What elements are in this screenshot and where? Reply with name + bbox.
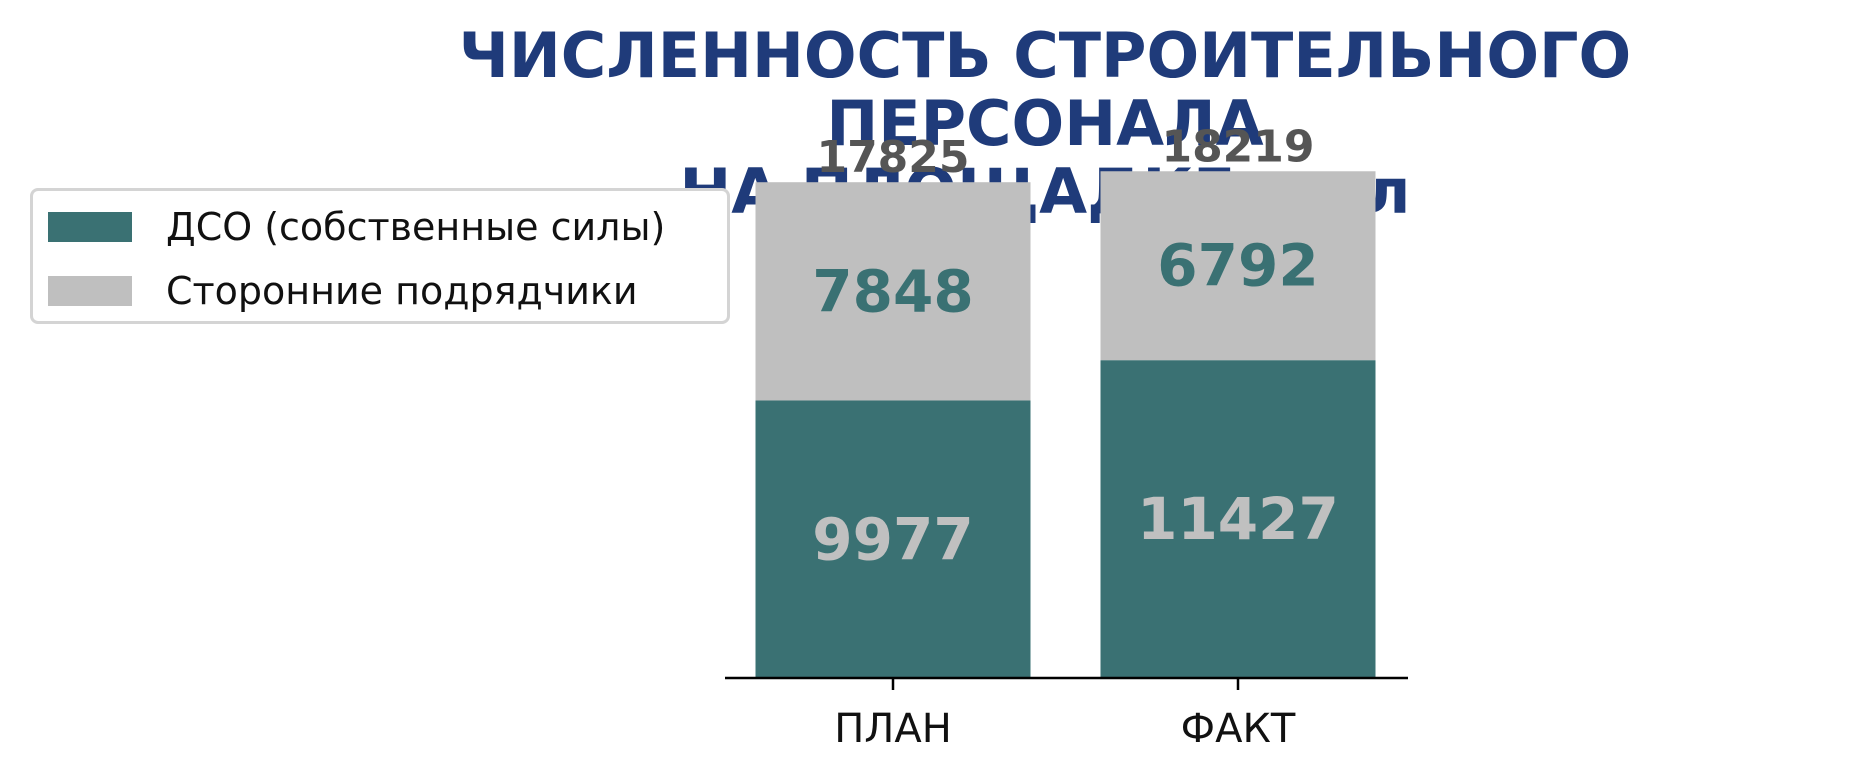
legend-item-contractors: Сторонние подрядчики — [48, 269, 638, 313]
data-label-cat1-series0: 11427 — [1137, 485, 1339, 553]
data-label-cat0-series0: 9977 — [812, 505, 973, 573]
data-label-cat1-series1: 6792 — [1157, 232, 1318, 300]
x-tick-label-cat1: ФАКТ — [1181, 706, 1296, 752]
legend-item-dso: ДСО (собственные силы) — [48, 205, 666, 249]
legend-swatch-dso — [48, 212, 132, 242]
bar-cat1-series0 — [1100, 360, 1376, 678]
legend: ДСО (собственные силы) Сторонние подрядч… — [30, 188, 730, 324]
bar-cat1-series1 — [1100, 171, 1376, 361]
bar-cat0-series1 — [755, 182, 1031, 401]
x-tick-label-cat0: ПЛАН — [834, 706, 952, 752]
legend-label-dso: ДСО (собственные силы) — [166, 205, 666, 249]
bar-cat0-series0 — [755, 400, 1031, 678]
total-label-cat1: 18219 — [1161, 121, 1314, 172]
total-label-cat0: 17825 — [816, 132, 969, 183]
data-label-cat0-series1: 7848 — [812, 257, 973, 325]
chart-title-line-1: ЧИСЛЕННОСТЬ СТРОИТЕЛЬНОГО ПЕРСОНАЛА — [458, 19, 1632, 160]
legend-swatch-contractors — [48, 276, 132, 306]
legend-label-contractors: Сторонние подрядчики — [166, 269, 638, 313]
